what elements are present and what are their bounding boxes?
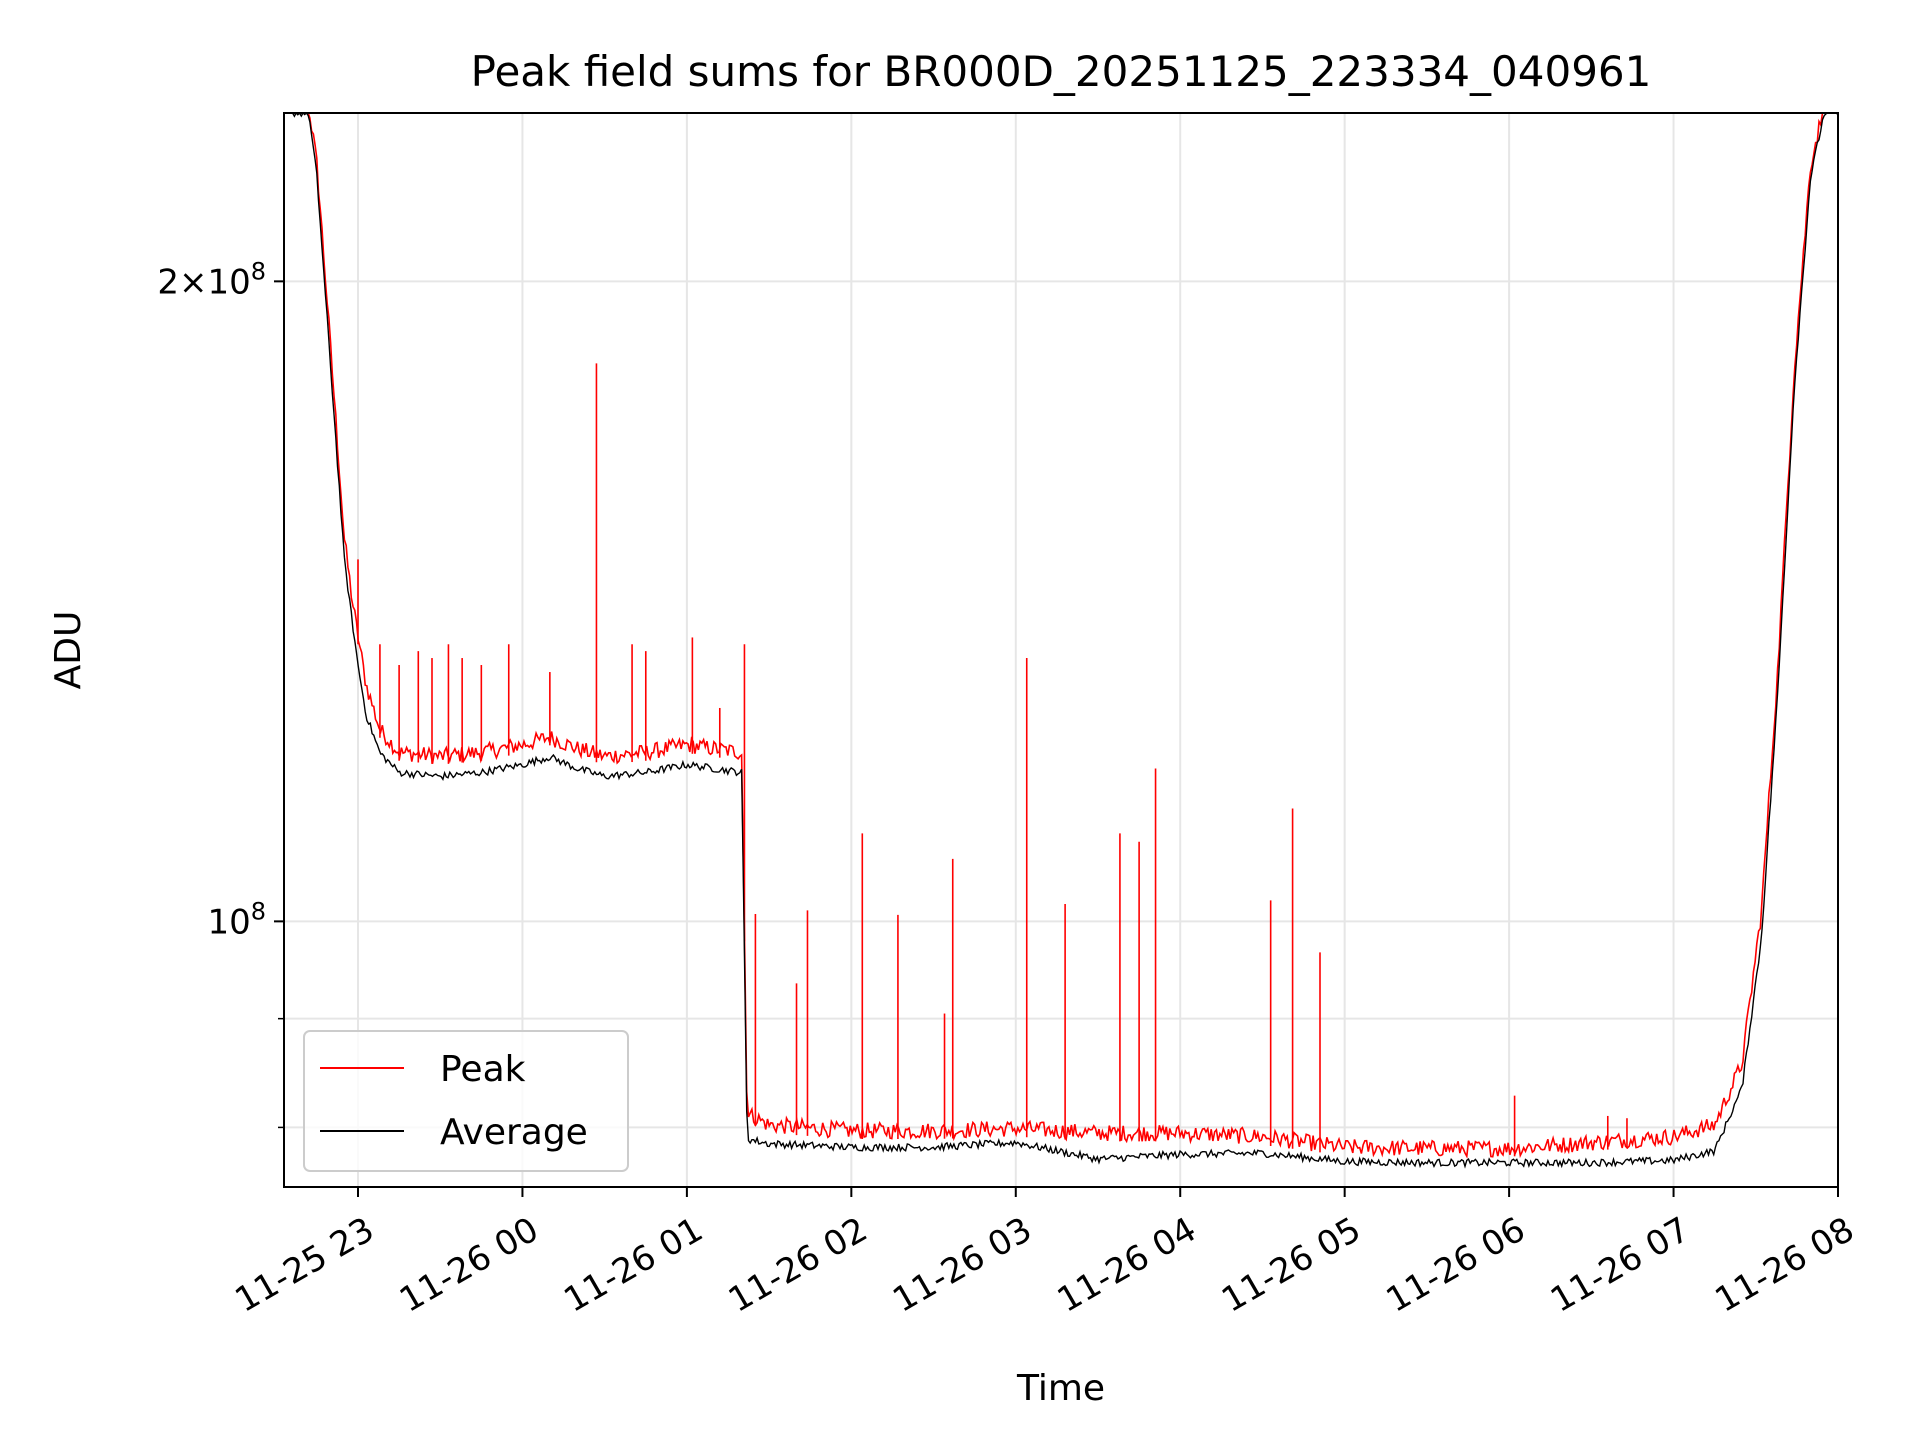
average-series-line xyxy=(284,113,1838,1169)
chart-title: Peak field sums for BR000D_20251125_2233… xyxy=(471,47,1652,96)
peak-series-line xyxy=(284,113,1838,1159)
x-axis-label: Time xyxy=(1016,1368,1105,1409)
plot-frame xyxy=(283,112,1839,1188)
grid xyxy=(284,113,1839,1187)
legend-label-average: Average xyxy=(440,1112,588,1153)
legend-label-peak: Peak xyxy=(440,1049,526,1090)
axis-ticks xyxy=(274,280,1839,1197)
legend-box xyxy=(303,1030,629,1172)
legend: Peak Average xyxy=(303,1030,629,1172)
series-layer xyxy=(284,113,1838,1169)
y-axis-label: ADU xyxy=(48,611,89,690)
y-tick-label: 108 xyxy=(207,897,266,942)
y-tick-label: 2×108 xyxy=(157,257,266,302)
